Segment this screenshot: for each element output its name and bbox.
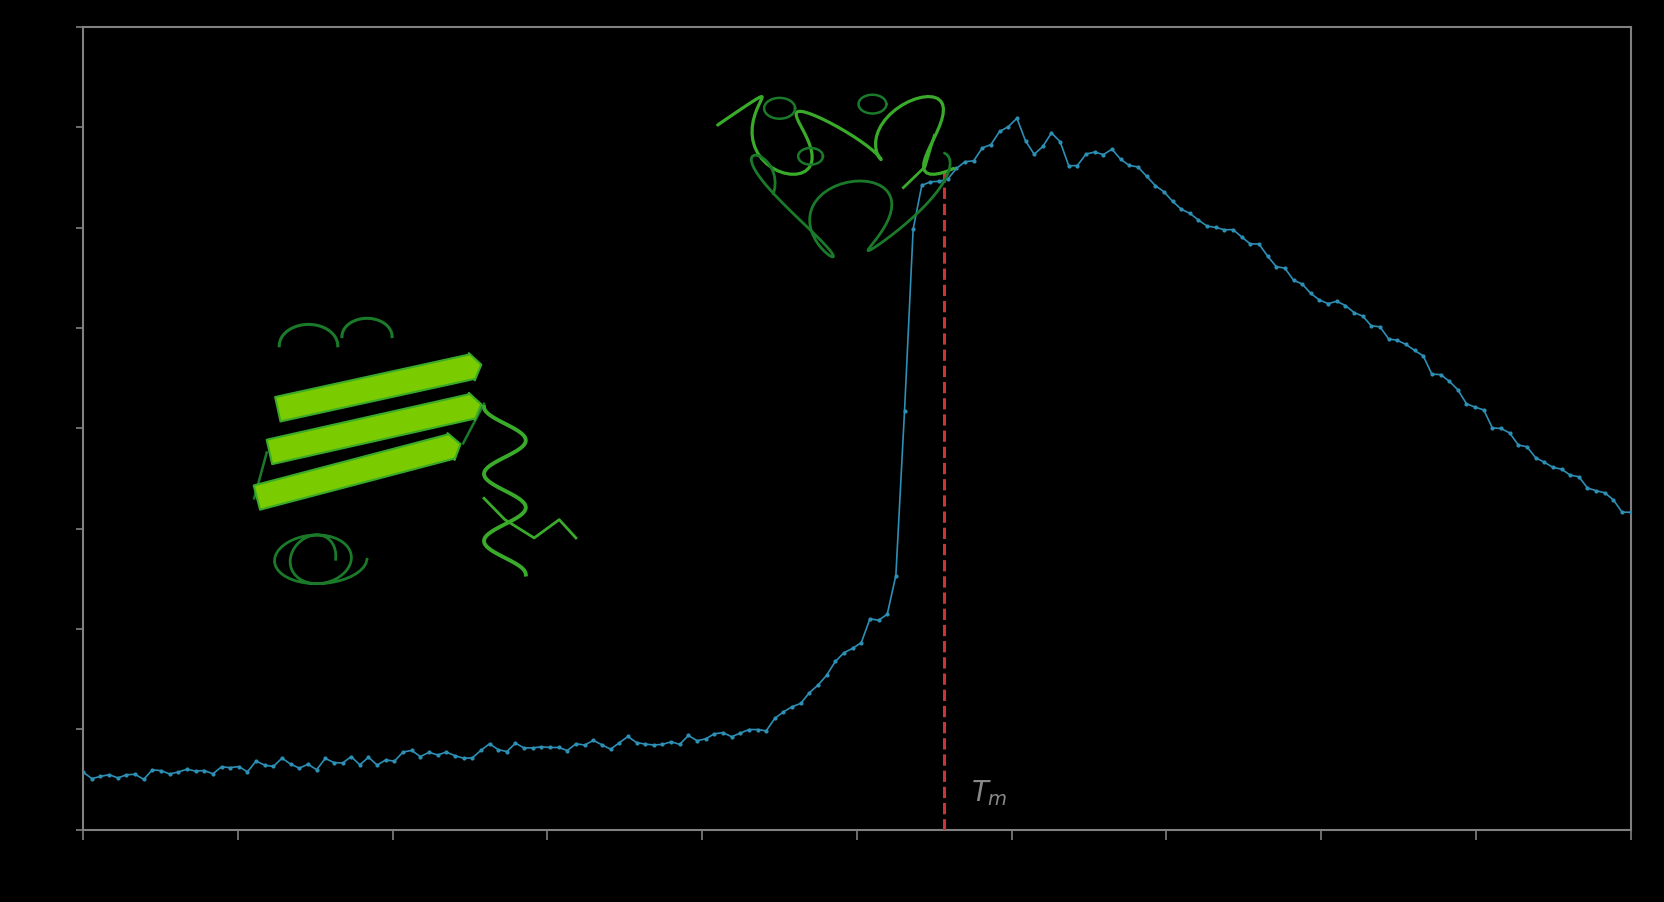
Text: $\mathit{T}_\mathit{m}$: $\mathit{T}_\mathit{m}$ [972,778,1008,808]
